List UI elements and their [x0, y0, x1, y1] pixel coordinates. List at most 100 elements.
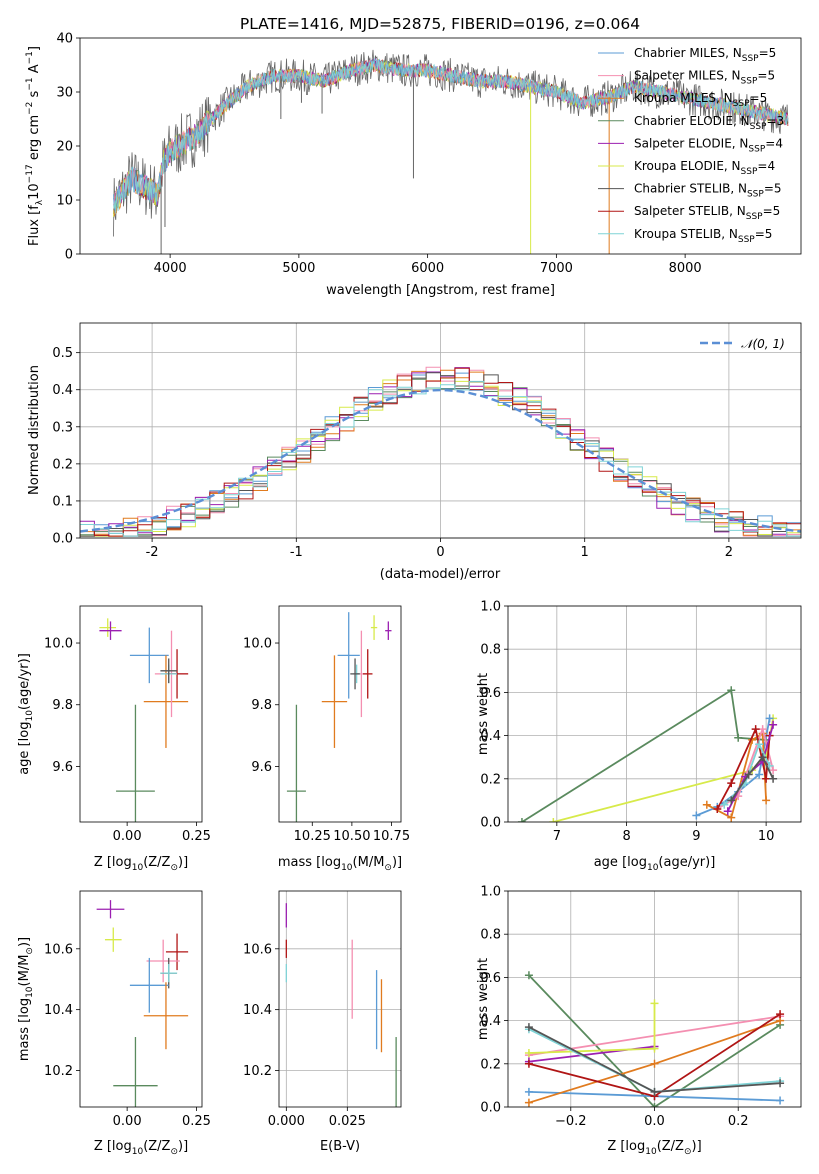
- series-marker-chabrier_miles: [755, 770, 764, 779]
- y-tick-label: 0: [65, 248, 73, 263]
- x-tick-label: 0.025: [329, 1114, 366, 1129]
- series-lines: [524, 971, 785, 1107]
- series-marker-chabrier_elodie: [727, 686, 736, 695]
- label-part: (M/M: [353, 855, 385, 870]
- y-tick-label: 10.0: [243, 637, 272, 652]
- label-part: A: [27, 64, 42, 77]
- axes-frame: [278, 605, 402, 823]
- series-marker-chabrier_stelib: [758, 753, 767, 762]
- series-marker-chabrier_stelib: [727, 796, 736, 805]
- label-part: =3: [766, 114, 784, 128]
- x-axis-label: mass [log10(M/M⊙)]: [278, 855, 402, 873]
- series-marker-kroupa_elodie: [549, 818, 558, 822]
- label-part: −1: [25, 51, 35, 64]
- label-part: SSP: [742, 54, 759, 64]
- y-axis-label: mass weight: [476, 673, 491, 755]
- x-tick-label: 0.25: [182, 829, 211, 844]
- y-tick-label: 0.8: [480, 643, 501, 658]
- x-tick-label: -1: [290, 545, 303, 560]
- series-line-chabrier_elodie: [528, 974, 781, 1107]
- label-part: ⊙: [684, 1147, 692, 1157]
- y-tick-label: 20: [56, 140, 73, 155]
- x-tick-label: 7: [553, 829, 561, 844]
- label-part: =5: [764, 182, 782, 196]
- y-tick-label: 10.6: [44, 942, 73, 957]
- y-axis-label: mass [log10(M/M⊙)]: [17, 937, 35, 1061]
- legend-entry: Kroupa STELIB, NSSP=5: [634, 227, 772, 245]
- label-part: )]: [692, 1139, 702, 1154]
- series-marker-salpeter_miles: [758, 725, 767, 734]
- series-marker-salpeter_stelib: [727, 779, 736, 788]
- points: [285, 903, 397, 1107]
- axes-frame: [79, 37, 802, 255]
- y-tick-label: 9.8: [52, 698, 73, 713]
- label-part: 10: [647, 863, 659, 873]
- label-part: ⊙: [384, 863, 392, 873]
- label-part: =5: [759, 46, 777, 60]
- label-part: (Z/Z: [143, 1139, 170, 1154]
- label-part: 10: [27, 183, 42, 200]
- label-part: SSP: [750, 122, 767, 132]
- label-part: Z [log: [94, 1139, 132, 1154]
- figure-title: PLATE=1416, MJD=52875, FIBERID=0196, z=0…: [240, 15, 640, 33]
- series-marker-chabrier_stelib: [776, 1079, 785, 1088]
- axes-frame: [79, 322, 802, 539]
- y-tick-label: 1.0: [480, 600, 501, 615]
- x-tick-label: 2: [725, 545, 733, 560]
- y-tick-label: 10.2: [44, 1064, 73, 1079]
- label-part: )]: [178, 855, 188, 870]
- label-part: )]: [392, 855, 402, 870]
- label-part: erg cm: [27, 115, 42, 164]
- legend-entry: Chabrier MILES, NSSP=5: [634, 46, 776, 64]
- mass_vs_ebv-axes: 0.000 0.025 10.2 10.4 10.6 E(B-V): [243, 890, 402, 1154]
- x-tick-label: 4000: [154, 261, 187, 276]
- y-tick-label: 0.1: [52, 494, 73, 509]
- legend-entry: 𝒩(0, 1): [741, 337, 785, 351]
- x-axis-label: age [log10(age/yr)]: [594, 855, 716, 873]
- label-part: 10: [25, 710, 35, 722]
- series-marker-salpeter_elodie: [723, 807, 732, 816]
- x-tick-label: 0.00: [113, 829, 142, 844]
- series-marker-kroupa_elodie: [524, 1049, 533, 1057]
- series-marker-chabrier_stelib: [744, 770, 753, 779]
- series-marker-kroupa_miles: [762, 796, 771, 805]
- series-marker-chabrier_miles: [776, 1096, 785, 1105]
- label-part: )]: [17, 937, 32, 947]
- label-part: ⊙: [170, 1147, 178, 1157]
- y-tick-label: 10.4: [243, 1003, 272, 1018]
- label-part: Salpeter STELIB, N: [634, 204, 746, 218]
- series-marker-salpeter_stelib: [524, 1059, 533, 1068]
- x-tick-label: 1: [581, 545, 589, 560]
- label-part: (Z/Z: [143, 855, 170, 870]
- y-tick-label: 0.3: [52, 420, 73, 435]
- label-part: Kroupa STELIB, N: [634, 227, 738, 241]
- label-part: (age/yr)]: [658, 855, 715, 870]
- label-part: (Z/Z: [657, 1139, 684, 1154]
- y-tick-label: 0.2: [480, 1057, 501, 1072]
- points: [286, 612, 392, 822]
- y-tick-label: 0.4: [480, 729, 501, 744]
- label-part: 10: [132, 863, 144, 873]
- y-tick-label: 9.6: [52, 760, 73, 775]
- x-axis-label: E(B-V): [320, 1139, 360, 1154]
- x-axis-label: Z [log10(Z/Z⊙)]: [94, 1139, 188, 1157]
- y-tick-label: 10.6: [243, 942, 272, 957]
- series-marker-kroupa_elodie: [650, 999, 659, 1008]
- label-part: (age/yr)]: [17, 653, 32, 710]
- label-part: Chabrier ELODIE, N: [634, 114, 750, 128]
- x-tick-label: 10.75: [373, 829, 410, 844]
- y-tick-label: 40: [56, 32, 73, 47]
- spectrum-axes: 4000 5000 6000 7000 8000 0 10 20 30 40 wavelength …: [25, 32, 802, 298]
- label-part: =5: [757, 69, 775, 83]
- x-tick-label: 0.00: [113, 1114, 142, 1129]
- legend-entry: Chabrier STELIB, NSSP=5: [634, 182, 782, 200]
- y-tick-label: 9.8: [251, 698, 272, 713]
- series-marker-chabrier_elodie: [734, 733, 743, 742]
- x-tick-label: 5000: [282, 261, 315, 276]
- y-tick-label: 10.2: [243, 1064, 272, 1079]
- series-marker-chabrier_miles: [765, 714, 774, 723]
- label-part: =5: [750, 91, 768, 105]
- series-marker-chabrier_miles: [524, 1087, 533, 1096]
- x-tick-label: 9: [692, 829, 700, 844]
